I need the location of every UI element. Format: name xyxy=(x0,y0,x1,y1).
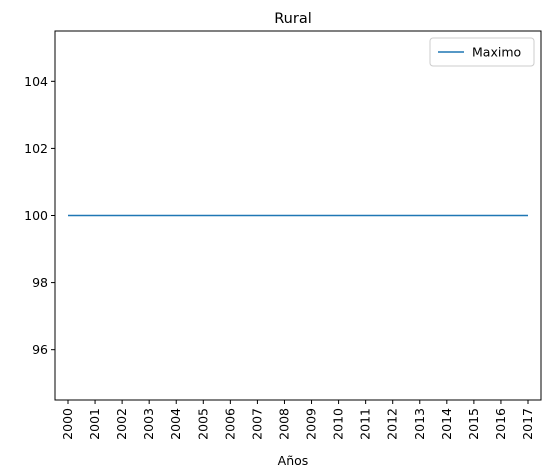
legend: Maximo xyxy=(429,37,535,67)
y-tick-label: 96 xyxy=(32,342,48,357)
x-tick-label: 2014 xyxy=(439,408,454,440)
x-tick-label: 2015 xyxy=(466,408,481,440)
x-tick-label: 2017 xyxy=(520,408,535,440)
x-tick-label: 2010 xyxy=(331,408,346,440)
x-tick-label: 2002 xyxy=(114,408,129,440)
x-tick-label: 2016 xyxy=(493,408,508,440)
y-axis: 96 98 100 102 104 xyxy=(24,74,55,357)
x-axis-label: Años xyxy=(278,453,309,468)
x-tick-label: 2004 xyxy=(168,408,183,440)
x-tick-label: 2000 xyxy=(60,408,75,440)
x-axis: 2000 2001 2002 2003 2004 2005 2006 2007 2008 2009… xyxy=(60,400,535,440)
chart-title: Rural xyxy=(274,11,312,27)
legend-label: Maximo xyxy=(472,45,521,60)
x-tick-label: 2012 xyxy=(385,408,400,440)
legend-box xyxy=(429,37,535,67)
x-tick-label: 2005 xyxy=(195,408,210,440)
y-tick-label: 102 xyxy=(24,141,48,156)
x-tick-label: 2006 xyxy=(222,408,237,440)
y-tick-label: 104 xyxy=(24,74,48,89)
x-tick-label: 2007 xyxy=(249,408,264,440)
y-tick-label: 100 xyxy=(24,208,48,223)
x-tick-label: 2003 xyxy=(141,408,156,440)
y-tick-label: 98 xyxy=(32,275,48,290)
x-tick-label: 2011 xyxy=(358,408,373,440)
x-tick-label: 2013 xyxy=(412,408,427,440)
x-tick-label: 2001 xyxy=(87,408,102,440)
x-tick-label: 2009 xyxy=(304,408,319,440)
x-tick-label: 2008 xyxy=(276,408,291,440)
